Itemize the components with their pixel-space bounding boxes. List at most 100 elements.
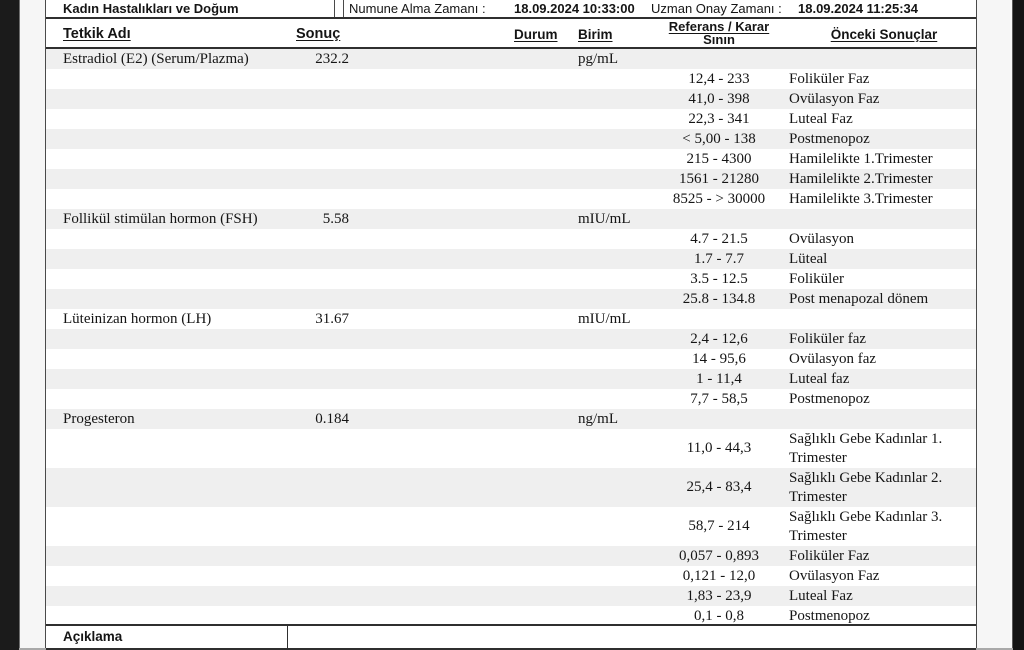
col-header-reference-line2: Sının [703,32,735,47]
reference-range-value: 14 - 95,6 [692,351,746,367]
reference-range-value: 25,4 - 83,4 [686,479,752,495]
reference-phase-label: Luteal Faz [789,111,853,127]
reference-phase-label: Luteal faz [789,371,850,387]
reference-range-row: 2,4 - 12,6 Foliküler faz [46,329,976,349]
col-header-result: Sonuç [296,26,341,42]
left-photo-edge [0,0,20,650]
col-header-reference-line1: Referans / Karar [668,19,770,34]
results-rows: Estradiol (E2) (Serum/Plazma) 232.2 pg/mL 1… [46,49,976,626]
reference-range-value: 0,1 - 0,8 [694,608,744,624]
reference-phase-label: Sağlıklı Gebe Kadınlar 3. Trimester [789,509,943,544]
lab-results-table: Kadın Hastalıkları ve Doğum Numune Alma … [45,0,977,650]
reference-phase-label: Foliküler [789,271,844,287]
reference-range-row: 0,1 - 0,8 Postmenopoz [46,606,976,626]
test-result-row: Follikül stimülan hormon (FSH) 5.58 mIU/mL [46,209,976,229]
divider [343,0,344,17]
reference-phase-label: Ovülasyon Faz [789,91,880,107]
test-unit: mIU/mL [578,311,631,327]
reference-phase-label: Postmenopoz [789,131,870,147]
reference-range-value: 41,0 - 398 [688,91,750,107]
right-photo-edge [1012,0,1024,650]
reference-range-row: 58,7 - 214 Sağlıklı Gebe Kadınlar 3. Trim… [46,507,976,546]
test-result-value: 232.2 [315,51,349,67]
reference-range-row: 1,83 - 23,9 Luteal Faz [46,586,976,606]
reference-range-value: 4.7 - 21.5 [690,231,748,247]
reference-phase-label: Sağlıklı Gebe Kadınlar 1. Trimester [789,431,943,466]
reference-range-row: 11,0 - 44,3 Sağlıklı Gebe Kadınlar 1. Tri… [46,429,976,468]
reference-range-value: 1,83 - 23,9 [686,588,752,604]
reference-range-row: 0,121 - 12,0 Ovülasyon Faz [46,566,976,586]
col-header-status: Durum [514,27,558,42]
reference-range-row: 1.7 - 7.7 Lüteal [46,249,976,269]
reference-phase-label: Ovülasyon Faz [789,568,880,584]
reference-phase-label: Hamilelikte 1.Trimester [789,151,933,167]
footer-note-label: Açıklama [46,626,288,648]
test-result-value: 31.67 [315,311,349,327]
reference-range-row: 4.7 - 21.5 Ovülasyon [46,229,976,249]
reference-range-value: 3.5 - 12.5 [690,271,748,287]
test-name: Follikül stimülan hormon (FSH) [63,211,258,227]
reference-phase-label: Foliküler faz [789,331,867,347]
reference-range-value: 11,0 - 44,3 [686,440,752,456]
reference-range-value: 2,4 - 12,6 [690,331,748,347]
department-title: Kadın Hastalıkları ve Doğum [63,1,239,16]
reference-range-value: 22,3 - 341 [688,111,750,127]
reference-range-row: 3.5 - 12.5 Foliküler [46,269,976,289]
reference-range-row: < 5,00 - 138 Postmenopoz [46,129,976,149]
reference-range-row: 215 - 4300 Hamilelikte 1.Trimester [46,149,976,169]
reference-range-value: 25.8 - 134.8 [682,291,756,307]
col-header-test-name: Tetkik Adı [63,26,131,42]
test-name: Progesteron [63,411,135,427]
test-result-row: Lüteinizan hormon (LH) 31.67 mIU/mL [46,309,976,329]
reference-phase-label: Hamilelikte 3.Trimester [789,191,933,207]
test-result-value: 0.184 [315,411,349,427]
test-result-row: Progesteron 0.184 ng/mL [46,409,976,429]
test-unit: pg/mL [578,51,618,67]
reference-range-row: 12,4 - 233 Foliküler Faz [46,69,976,89]
col-header-reference: Referans / Karar Sının [636,20,802,46]
reference-phase-label: Lüteal [789,251,828,267]
footer-note-value [289,626,976,648]
reference-range-row: 14 - 95,6 Ovülasyon faz [46,349,976,369]
test-result-row: Estradiol (E2) (Serum/Plazma) 232.2 pg/mL [46,49,976,69]
reference-range-row: 25.8 - 134.8 Post menapozal dönem [46,289,976,309]
approval-time-label: Uzman Onay Zamanı : [651,1,782,16]
reference-range-row: 25,4 - 83,4 Sağlıklı Gebe Kadınlar 2. Tri… [46,468,976,507]
reference-range-row: 0,057 - 0,893 Foliküler Faz [46,546,976,566]
reference-phase-label: Hamilelikte 2.Trimester [789,171,933,187]
reference-range-row: 1 - 11,4 Luteal faz [46,369,976,389]
reference-range-value: 1 - 11,4 [696,371,742,387]
reference-range-value: 8525 - > 30000 [672,191,766,207]
reference-phase-label: Postmenopoz [789,391,870,407]
reference-range-value: 58,7 - 214 [688,518,750,534]
reference-range-row: 41,0 - 398 Ovülasyon Faz [46,89,976,109]
reference-range-row: 8525 - > 30000 Hamilelikte 3.Trimester [46,189,976,209]
reference-range-value: 215 - 4300 [686,151,752,167]
reference-phase-label: Foliküler Faz [789,71,870,87]
test-unit: mIU/mL [578,211,631,227]
reference-range-value: 1.7 - 7.7 [694,251,744,267]
reference-phase-label: Foliküler Faz [789,548,870,564]
report-meta-bar: Kadın Hastalıkları ve Doğum Numune Alma … [46,0,976,19]
reference-range-value: 0,057 - 0,893 [679,548,759,564]
reference-phase-label: Post menapozal dönem [789,291,929,307]
test-name: Lüteinizan hormon (LH) [63,311,212,327]
col-header-unit: Birim [578,27,613,42]
col-header-previous: Önceki Sonuçlar [830,27,938,42]
reference-phase-label: Ovülasyon [789,231,854,247]
reference-range-row: 22,3 - 341 Luteal Faz [46,109,976,129]
reference-phase-label: Luteal Faz [789,588,853,604]
reference-range-value: 0,121 - 12,0 [682,568,756,584]
reference-range-value: 7,7 - 58,5 [690,391,748,407]
reference-range-value: < 5,00 - 138 [682,131,756,147]
sample-time-value: 18.09.2024 10:33:00 [514,1,635,16]
reference-range-row: 7,7 - 58,5 Postmenopoz [46,389,976,409]
reference-phase-label: Ovülasyon faz [789,351,877,367]
test-unit: ng/mL [578,411,618,427]
reference-range-value: 12,4 - 233 [688,71,750,87]
column-header-row: Tetkik Adı Sonuç Durum Birim Referans / … [46,19,976,49]
footer-note-row: Açıklama [46,624,976,650]
sample-time-label: Numune Alma Zamanı : [349,1,486,16]
reference-range-value: 1561 - 21280 [679,171,759,187]
